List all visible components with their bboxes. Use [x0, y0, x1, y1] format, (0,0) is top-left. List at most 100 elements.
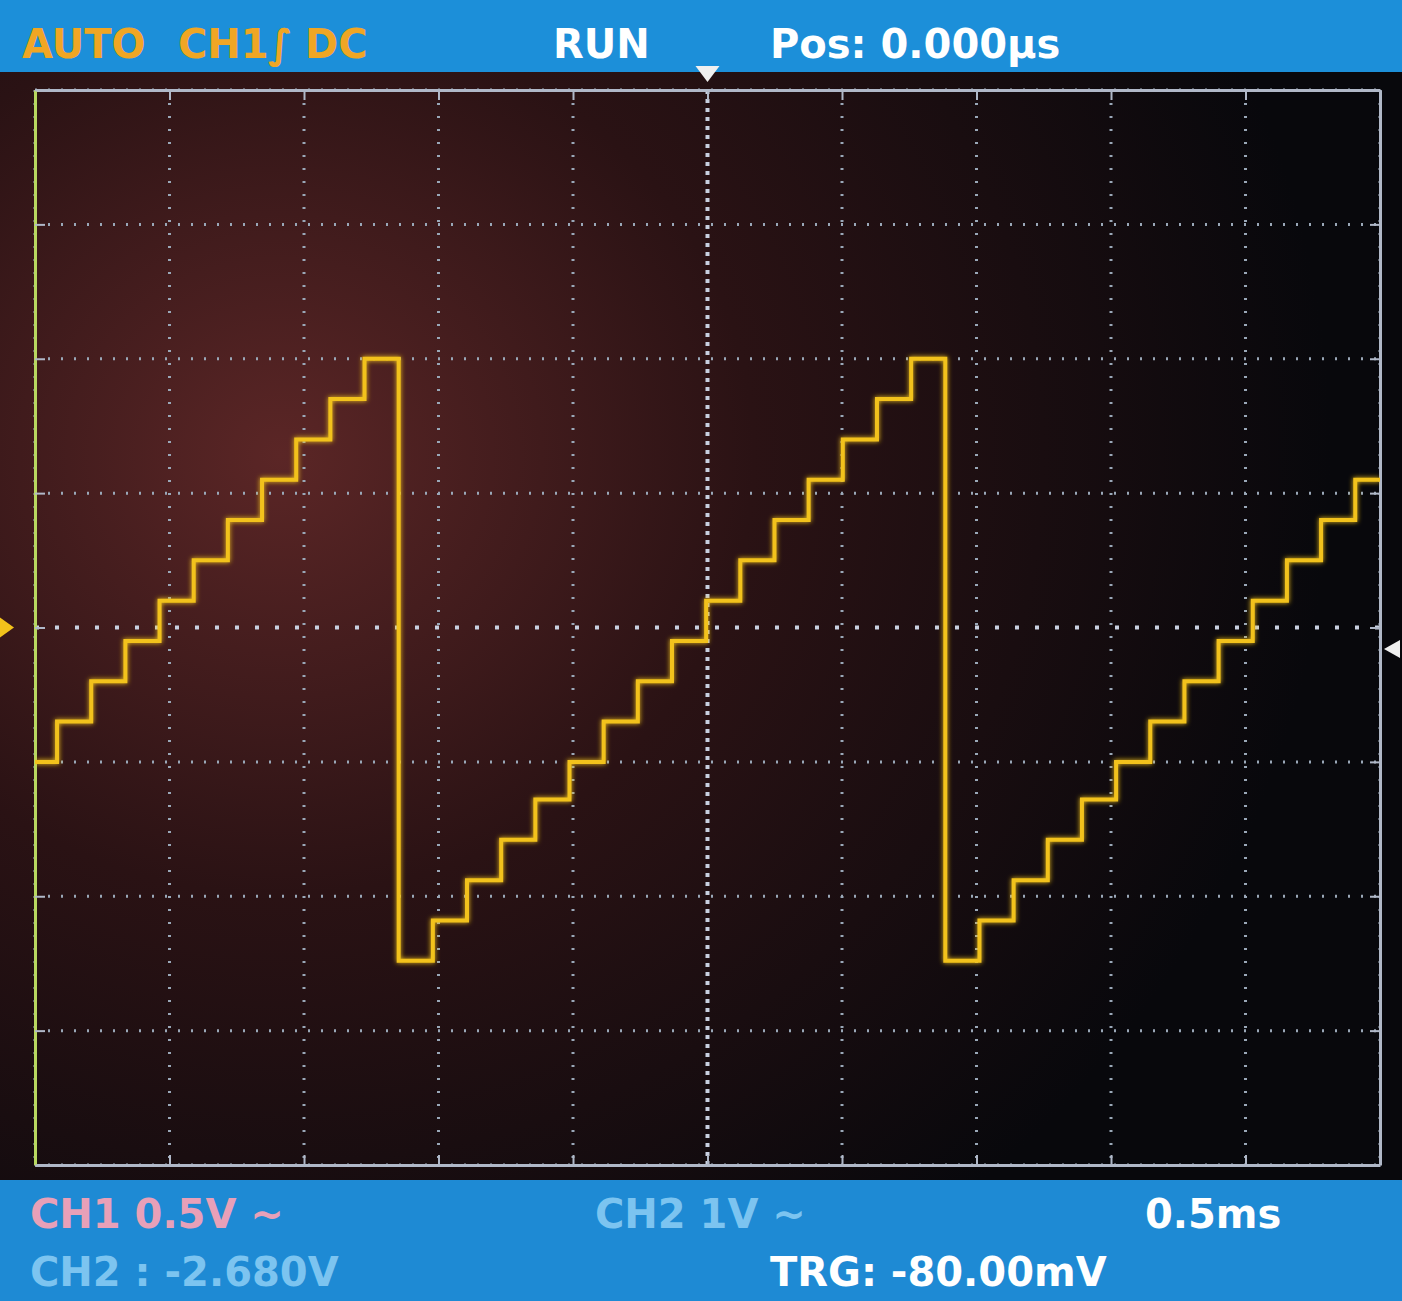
status-text: TRG: -80.00mV [770, 1249, 1107, 1295]
tick-mark [976, 90, 978, 100]
tick-mark [1111, 90, 1113, 100]
tick [1111, 90, 1112, 100]
tick [573, 1155, 574, 1165]
ground-marker [0, 618, 14, 638]
tick [304, 1155, 305, 1165]
tick [170, 90, 171, 100]
status-text: ∫ [268, 21, 292, 68]
tick-mark [1370, 358, 1380, 360]
status-text: CH2 1V ~ [595, 1191, 806, 1237]
y-axis [35, 91, 45, 1166]
tick [1370, 224, 1380, 225]
tick [1370, 896, 1380, 897]
tick-mark [1370, 493, 1380, 495]
trigger-position-marker [696, 66, 720, 82]
tick [1246, 1155, 1247, 1165]
scope-screen: AUTO CH1∫ DC RUN Pos: 0.000µs CH1 0.5V ~ CH2 1… [0, 0, 1402, 1301]
tick [708, 90, 709, 100]
tick-mark [1111, 1155, 1113, 1165]
tick [977, 90, 978, 100]
tick [170, 1155, 171, 1165]
tick [1370, 90, 1380, 91]
tick [842, 90, 843, 100]
tick-mark [35, 1030, 45, 1032]
top-bar [0, 0, 1402, 72]
tick-mark [1245, 90, 1247, 100]
tick-mark [35, 896, 45, 898]
tick-mark [842, 90, 844, 100]
tick-mark [35, 1165, 45, 1167]
grid-line-x [1244, 90, 1247, 1165]
tick-mark [842, 1155, 844, 1165]
plot-area [35, 359, 1380, 961]
tick [1111, 1155, 1112, 1165]
status-text: CH2 : -2.680V [30, 1249, 339, 1295]
tick-mark [35, 627, 45, 629]
tick-mark [1370, 224, 1380, 226]
tick-mark [1370, 761, 1380, 763]
tick [35, 493, 45, 494]
status-text: CH1 [178, 21, 269, 67]
tick-mark [169, 90, 171, 100]
grid-line-x [303, 90, 306, 1165]
tick [842, 1155, 843, 1165]
x-axis-top [36, 90, 1381, 100]
tick [439, 1155, 440, 1165]
grid-line-y [35, 357, 1380, 360]
tick-mark [35, 90, 45, 92]
grid-line-x [1110, 90, 1113, 1165]
status-text: AUTO [22, 21, 146, 67]
status-text: 0.5ms [1145, 1191, 1281, 1237]
tick-mark [438, 90, 440, 100]
tick-mark [707, 1155, 709, 1165]
tick-mark [304, 90, 306, 100]
tick [1370, 628, 1380, 629]
tick [1370, 1165, 1380, 1166]
tick-mark [1370, 1165, 1380, 1167]
tick-mark [304, 1155, 306, 1165]
grid [35, 90, 1380, 1165]
tick [35, 896, 45, 897]
status-text: DC [305, 21, 368, 67]
tick-mark [35, 493, 45, 495]
tick-mark [1370, 896, 1380, 898]
tick-mark [35, 224, 45, 226]
tick-mark [707, 90, 709, 100]
tick [35, 90, 45, 91]
tick-mark [1370, 627, 1380, 629]
grid-line-x [841, 90, 844, 1165]
grid-line-y [35, 760, 1380, 763]
status-texts: AUTO CH1∫ DC RUN Pos: 0.000µs CH1 0.5V ~ CH2 1… [22, 21, 1281, 1295]
tick [35, 1031, 45, 1032]
tick-mark [35, 358, 45, 360]
tick [1370, 762, 1380, 763]
tick-mark [573, 90, 575, 100]
tick [35, 224, 45, 225]
background [0, 0, 1402, 1301]
tick [573, 90, 574, 100]
tick [1370, 493, 1380, 494]
tick [1370, 1031, 1380, 1032]
waveform [35, 359, 1380, 961]
tick [304, 90, 305, 100]
tick [708, 1155, 709, 1165]
tick-mark [1370, 1030, 1380, 1032]
trigger-level-marker [1384, 640, 1400, 658]
grid-line-y [35, 1029, 1380, 1032]
grid-line-y [35, 223, 1380, 226]
tick [35, 628, 45, 629]
tick [1370, 359, 1380, 360]
tick [35, 1165, 45, 1166]
tick-mark [1245, 1155, 1247, 1165]
tick [1246, 90, 1247, 100]
tick [977, 1155, 978, 1165]
status-text: CH1 0.5V ~ [30, 1191, 284, 1237]
tick-mark [976, 1155, 978, 1165]
status-text: Pos: 0.000µs [770, 21, 1060, 67]
grid-line-x [168, 90, 171, 1165]
tick-mark [573, 1155, 575, 1165]
tick [439, 90, 440, 100]
bottom-bar [0, 1180, 1402, 1301]
grid-line-y [35, 492, 1380, 495]
status-text: RUN [553, 21, 650, 67]
